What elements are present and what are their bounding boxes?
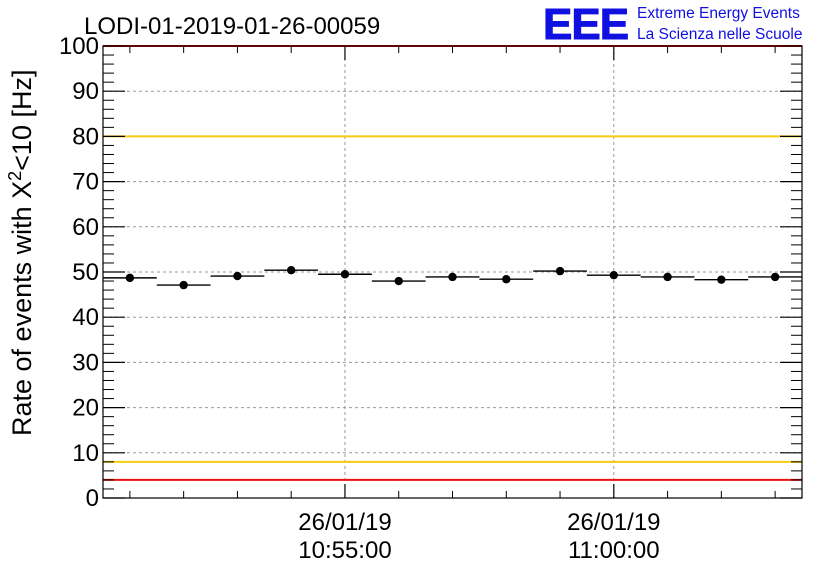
y-tick-label: 20 [72, 395, 99, 422]
eee-logo-line1: Extreme Energy Events [637, 5, 800, 22]
eee-logo: EEE Extreme Energy Events La Scienza nel… [543, 0, 803, 50]
y-tick-label: 40 [72, 304, 99, 331]
y-axis-label: Rate of events with X2<10 [Hz] [5, 70, 37, 436]
data-point [286, 265, 296, 275]
data-point [555, 266, 565, 276]
y-tick-label: 100 [59, 33, 99, 60]
data-point [448, 272, 457, 282]
eee-logo-line2: La Scienza nelle Scuole [637, 26, 802, 43]
y-tick-labels: 0 10 20 30 40 50 60 70 80 90 100 [59, 33, 99, 512]
x-tick-label-time: 10:55:00 [298, 537, 391, 564]
data-series [103, 265, 802, 290]
reference-lines [103, 45, 802, 481]
data-point [770, 272, 780, 282]
eee-logo-mark: EEE [543, 0, 628, 49]
data-point [394, 276, 403, 286]
chart-title: LODI-01-2019-01-26-00059 [84, 13, 380, 40]
y-tick-label: 90 [72, 78, 99, 105]
x-tick-label-date: 26/01/19 [298, 509, 391, 536]
data-point [609, 270, 619, 280]
y-axis-label-suffix: <10 [Hz] [7, 70, 37, 171]
data-point [502, 275, 511, 284]
y-tick-label: 70 [72, 169, 99, 196]
y-tick-label: 80 [72, 123, 99, 150]
x-tick-label-date: 26/01/19 [567, 509, 660, 536]
y-tick-label: 60 [72, 214, 99, 241]
data-point [340, 270, 350, 279]
y-tick-label: 50 [72, 259, 99, 286]
y-axis-label-sup: 2 [5, 171, 25, 181]
y-tick-label: 30 [72, 349, 99, 376]
y-tick-label: 10 [72, 440, 99, 467]
data-point [717, 275, 726, 284]
data-point [663, 272, 672, 282]
data-point [125, 273, 135, 283]
data-point [233, 271, 242, 281]
grid-lines [103, 46, 802, 498]
x-tick-label-time: 11:00:00 [568, 537, 660, 564]
y-tick-label: 0 [86, 485, 99, 512]
y-axis-label-prefix: Rate of events with X [7, 181, 37, 436]
plot-frame [102, 45, 803, 499]
data-point [179, 280, 188, 290]
